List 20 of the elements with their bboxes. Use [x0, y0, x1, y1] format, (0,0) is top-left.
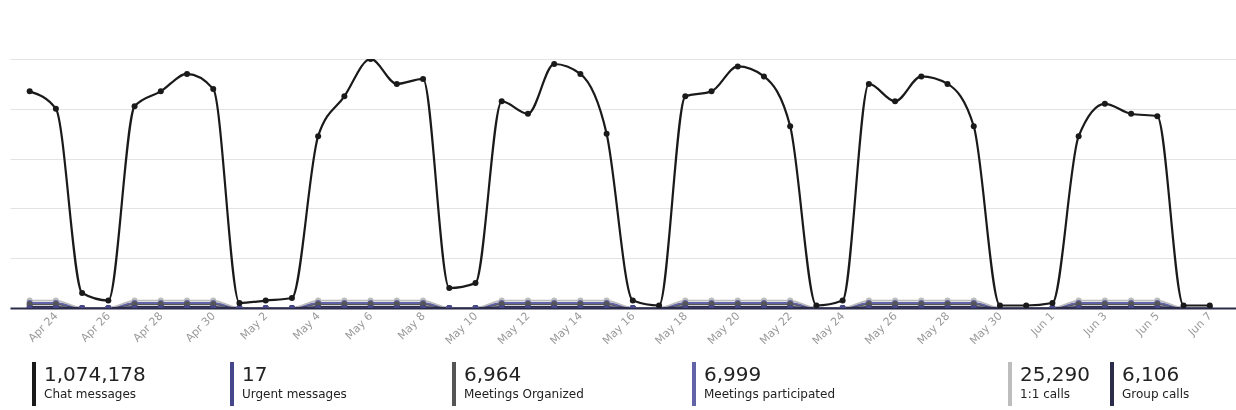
- legend-label: Meetings participated: [704, 386, 835, 402]
- x-tick-label: Jun 7: [1185, 309, 1215, 340]
- x-tick-label: Apr 28: [130, 309, 166, 345]
- legend-label: Group calls: [1122, 386, 1190, 402]
- text: 6,106: [1122, 362, 1181, 386]
- x-tick-label: Jun 5: [1132, 309, 1163, 340]
- x-tick-label: Apr 26: [78, 309, 114, 345]
- text: 1,074,178: [44, 362, 146, 386]
- legend-label: Urgent messages: [242, 386, 347, 402]
- x-tick-label: Apr 30: [182, 309, 218, 345]
- text: 25,290: [1020, 362, 1090, 386]
- x-tick-label: Jun 3: [1080, 309, 1110, 340]
- x-tick-label: Jun 1: [1027, 309, 1058, 340]
- legend-label: Chat messages: [44, 386, 138, 402]
- text: 6,964: [464, 362, 523, 386]
- text: 17: [242, 362, 269, 386]
- legend-label: 1:1 calls: [1020, 386, 1071, 402]
- x-tick-label: Apr 24: [25, 309, 61, 345]
- legend-label: Meetings Organized: [464, 386, 584, 402]
- text: 6,999: [704, 362, 763, 386]
